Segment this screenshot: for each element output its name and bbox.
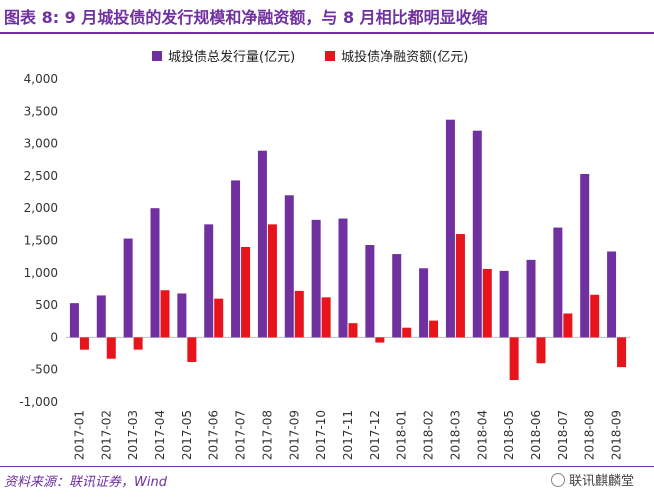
bar-gross [204,224,214,338]
bar-chart: 4,000 3,500 3,000 2,500 2,000 1,500 1,000 500 0 -… [19,72,630,460]
bar-net [79,337,89,350]
brand: 联讯麒麟堂 [550,470,634,489]
y-tick-label: 1,000 [24,266,58,280]
bar-net [375,337,385,343]
bar-gross [69,303,79,338]
y-tick-label: 2,000 [24,201,58,215]
source-note: 资料来源：联讯证券，Wind [4,475,167,490]
bar-net [106,337,116,359]
x-tick-label: 2017-01 [72,410,86,460]
y-tick-label: 1,500 [24,234,58,248]
x-tick-label: 2018-05 [502,410,516,460]
y-tick-label: 4,000 [24,72,58,86]
legend-swatch-gross [152,50,162,61]
x-tick-label: 2017-02 [99,410,113,460]
bar-net [241,246,251,338]
y-tick-label: 0 [50,330,58,344]
bar-gross [499,270,509,338]
bar-gross [96,295,106,338]
x-tick-label: 2017-12 [368,410,382,460]
x-tick-label: 2018-07 [556,410,570,460]
bar-gross [607,251,617,338]
legend-label-net: 城投债净融资额(亿元) [341,50,469,65]
bar-net [187,337,197,362]
bar-net [160,290,170,338]
bar-gross [123,238,133,338]
bar-gross [150,208,160,338]
bar-gross [553,227,563,338]
bar-gross [311,219,321,338]
x-tick-label: 2017-08 [260,410,274,460]
bar-gross [526,259,536,338]
bar-net [509,337,519,381]
wechat-icon [550,472,565,487]
y-tick-label: 500 [35,298,58,312]
legend-item-gross: 城投债总发行量(亿元) [152,46,295,65]
bar-gross [445,119,455,338]
bar-gross [177,293,187,338]
bar-net [321,297,331,338]
bar-net [617,337,627,368]
bar-gross [338,218,348,338]
bar-gross [365,245,375,338]
bar-gross [419,268,429,338]
bar-gross [392,254,402,338]
bar-net [294,290,304,338]
y-tick-label: 3,000 [24,137,58,151]
y-tick-label: 2,500 [24,169,58,183]
bar-net [563,313,573,338]
legend-item-net: 城投债净融资额(亿元) [325,46,468,65]
x-tick-label: 2018-01 [395,410,409,460]
legend: 城投债总发行量(亿元) 城投债净融资额(亿元) [152,46,468,65]
x-tick-label: 2018-06 [529,410,543,460]
brand-name: 联讯麒麟堂 [568,474,634,489]
x-tick-label: 2017-09 [287,410,301,460]
x-tick-label: 2017-06 [207,410,221,460]
bar-net [482,268,492,338]
bar-net [590,294,600,338]
bar-gross [257,150,267,338]
bar-net [536,337,546,364]
x-tick-label: 2017-11 [341,410,355,460]
x-tick-label: 2018-02 [422,410,436,460]
legend-label-gross: 城投债总发行量(亿元) [168,50,296,65]
y-tick-label: 3,500 [24,104,58,118]
bar-net [402,327,412,338]
bar-gross [231,180,241,338]
footer-divider [0,466,654,467]
chart-title: 图表 8: 9 月城投债的发行规模和净融资额，与 8 月相比都明显收缩 [4,8,488,27]
bar-gross [284,195,294,338]
bar-gross [472,130,482,338]
title-divider [0,32,654,34]
x-tick-label: 2017-07 [234,410,248,460]
x-tick-label: 2017-10 [314,410,328,460]
x-tick-label: 2017-03 [126,410,140,460]
x-tick-label: 2018-03 [448,410,462,460]
x-tick-label: 2018-09 [610,410,624,460]
x-tick-label: 2017-04 [153,410,167,460]
bar-net [455,234,465,338]
x-tick-label: 2017-05 [180,410,194,460]
bar-gross [580,173,590,338]
y-tick-label: -1,000 [19,395,58,409]
x-tick-label: 2018-04 [475,410,489,460]
legend-swatch-net [325,50,336,61]
bar-net [214,298,224,338]
x-tick-label: 2018-08 [583,410,597,460]
bar-net [267,224,277,338]
bar-net [429,320,439,338]
y-tick-label: -500 [31,363,58,377]
bar-net [133,337,143,350]
bar-net [348,323,358,338]
